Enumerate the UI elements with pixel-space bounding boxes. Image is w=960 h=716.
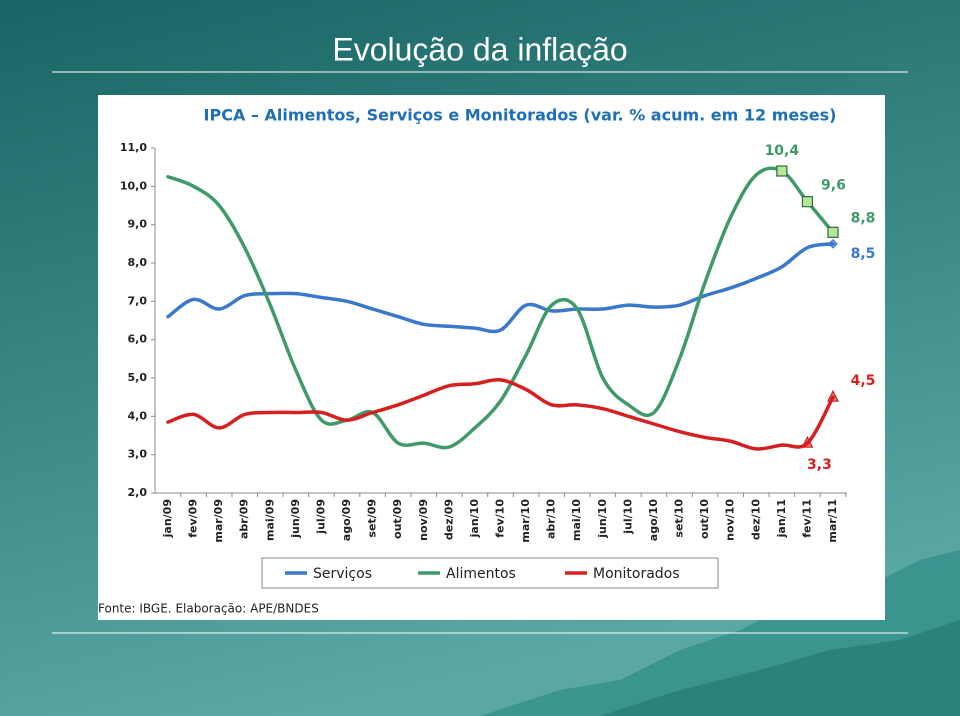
x-tick-label: dez/09 <box>442 499 455 540</box>
x-tick-label: mar/09 <box>212 499 225 543</box>
data-label: 10,4 <box>765 143 800 159</box>
legend <box>261 557 719 589</box>
x-tick-label: mar/10 <box>519 499 532 543</box>
x-tick-label: nov/09 <box>417 499 430 541</box>
marker <box>827 389 839 402</box>
x-tick-label: ago/10 <box>647 499 660 542</box>
x-tick-label: fev/09 <box>187 499 200 538</box>
x-tick-label: mar/11 <box>826 499 839 543</box>
data-label: 4,5 <box>851 373 876 389</box>
x-tick-label: set/09 <box>366 499 379 538</box>
marker <box>827 226 839 238</box>
x-tick-label: jul/09 <box>314 499 327 535</box>
x-tick-label: jan/10 <box>468 499 481 539</box>
y-tick-label: 2,0 <box>128 486 148 499</box>
x-tick-label: out/10 <box>698 499 711 539</box>
x-tick-label: jun/10 <box>596 499 609 539</box>
x-tick-label: fev/11 <box>800 499 813 538</box>
x-tick-label: mai/09 <box>263 499 276 541</box>
x-tick-label: out/09 <box>391 499 404 539</box>
y-tick-label: 6,0 <box>128 333 148 346</box>
marker <box>801 435 814 448</box>
y-tick-label: 7,0 <box>128 294 148 307</box>
marker <box>828 238 838 249</box>
marker <box>801 196 814 208</box>
chart-title: IPCA – Alimentos, Serviços e Monitorados… <box>204 106 837 125</box>
legend-label: Monitorados <box>593 566 680 582</box>
series-line <box>166 242 835 334</box>
x-tick-label: abr/09 <box>238 499 251 539</box>
y-tick-label: 8,0 <box>128 256 148 269</box>
y-tick-label: 11,0 <box>120 141 147 154</box>
data-label: 8,8 <box>851 210 876 226</box>
y-tick-label: 5,0 <box>128 371 148 384</box>
series-line <box>166 166 835 450</box>
slide-title: Evolução da inflação <box>332 31 627 67</box>
y-tick-label: 4,0 <box>128 409 148 422</box>
x-tick-label: nov/10 <box>724 499 737 541</box>
x-tick-label: ago/09 <box>340 499 353 541</box>
chart-panel <box>98 95 885 620</box>
legend-label: Alimentos <box>446 566 516 582</box>
series-line <box>166 378 835 451</box>
data-label: 3,3 <box>807 457 832 473</box>
data-label: 9,6 <box>821 178 846 194</box>
y-tick-label: 3,0 <box>128 448 148 461</box>
data-label: 8,5 <box>851 246 876 262</box>
source: Fonte: IBGE. Elaboração: APE/BNDES <box>98 602 319 616</box>
x-tick-label: dez/10 <box>749 499 762 540</box>
x-tick-label: jan/09 <box>161 499 174 538</box>
marker <box>776 165 788 177</box>
x-tick-label: fev/10 <box>494 499 507 538</box>
x-tick-label: set/10 <box>673 499 686 538</box>
x-tick-label: abr/10 <box>545 499 558 539</box>
x-tick-label: jan/11 <box>775 499 788 538</box>
mountains <box>600 620 960 716</box>
x-tick-label: jul/10 <box>621 499 634 535</box>
x-tick-label: mai/10 <box>570 499 583 541</box>
y-tick-label: 10,0 <box>120 179 147 192</box>
x-tick-label: jun/09 <box>289 499 302 539</box>
legend-label: Serviços <box>313 566 372 582</box>
y-tick-label: 9,0 <box>128 218 148 231</box>
